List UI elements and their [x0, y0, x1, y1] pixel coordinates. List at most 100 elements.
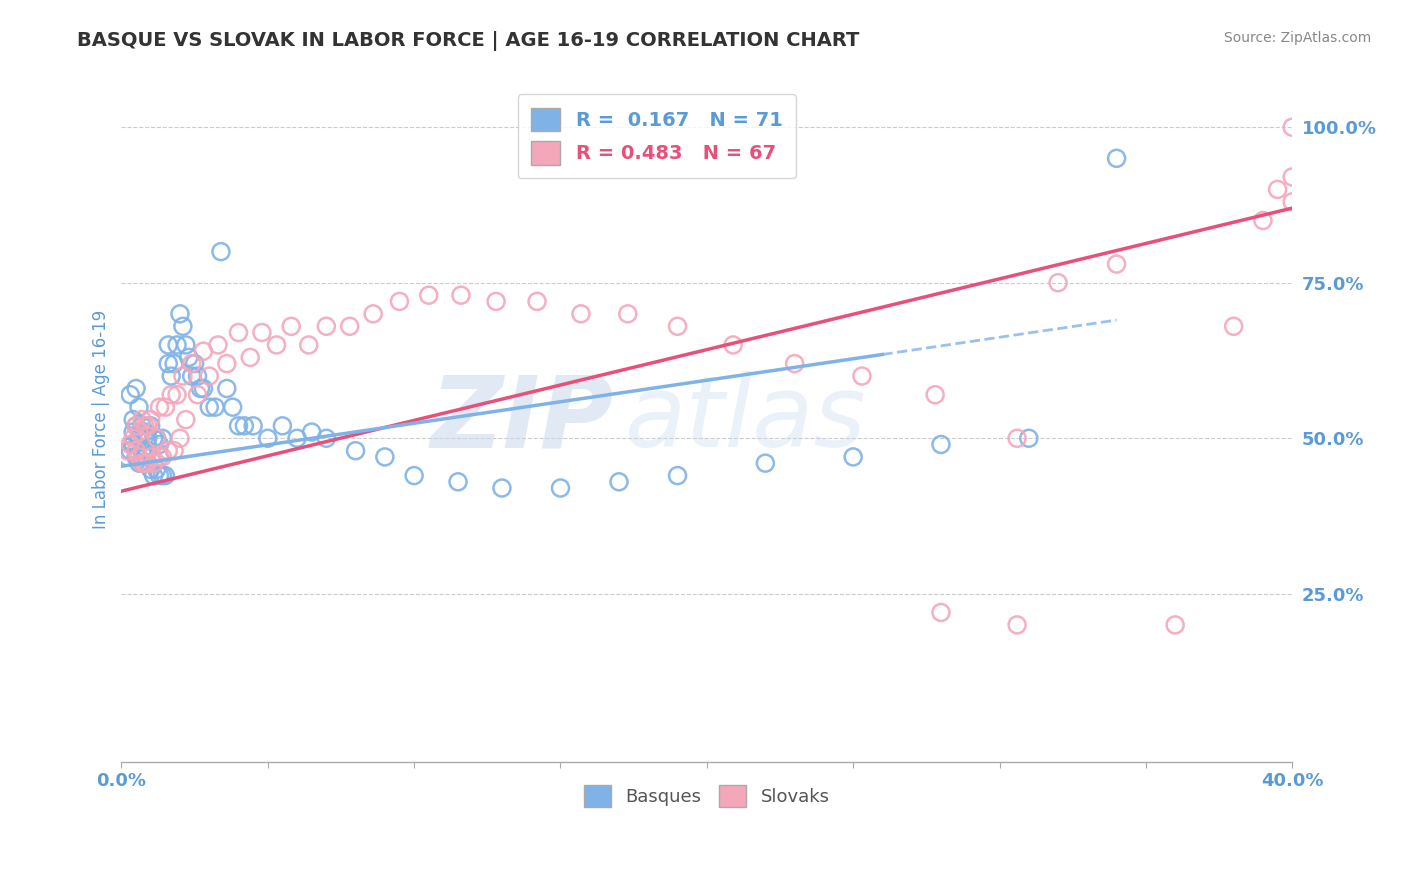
Point [139, 450, 162, 464]
Point [148, 400, 170, 414]
Point [228, 418, 250, 433]
Point [842, 450, 865, 464]
Point [450, 288, 472, 302]
Point [117, 443, 139, 458]
Point [128, 425, 150, 439]
Point [183, 357, 205, 371]
Point [1047, 276, 1070, 290]
Point [152, 450, 174, 464]
Point [929, 437, 952, 451]
Point [152, 468, 174, 483]
Point [136, 456, 159, 470]
Point [1105, 257, 1128, 271]
Point [136, 443, 159, 458]
Point [721, 338, 744, 352]
Point [204, 400, 226, 414]
Point [388, 294, 411, 309]
Point [142, 431, 165, 445]
Point [131, 456, 153, 470]
Point [174, 338, 197, 352]
Point [145, 431, 167, 445]
Point [131, 443, 153, 458]
Point [198, 400, 221, 414]
Point [851, 369, 873, 384]
Point [131, 418, 153, 433]
Point [122, 437, 145, 451]
Point [174, 412, 197, 426]
Point [128, 456, 150, 470]
Point [924, 388, 946, 402]
Point [344, 443, 367, 458]
Point [122, 431, 145, 445]
Point [117, 450, 139, 464]
Text: ZIP: ZIP [430, 371, 613, 468]
Point [134, 450, 156, 464]
Point [148, 437, 170, 451]
Point [339, 319, 361, 334]
Point [122, 412, 145, 426]
Point [180, 357, 202, 371]
Point [169, 307, 191, 321]
Point [157, 357, 180, 371]
Point [136, 431, 159, 445]
Text: Source: ZipAtlas.com: Source: ZipAtlas.com [1223, 31, 1371, 45]
Point [1105, 151, 1128, 165]
Y-axis label: In Labor Force | Age 16-19: In Labor Force | Age 16-19 [93, 310, 110, 529]
Point [233, 418, 256, 433]
Point [134, 418, 156, 433]
Point [157, 443, 180, 458]
Point [198, 369, 221, 384]
Point [142, 456, 165, 470]
Point [207, 338, 229, 352]
Point [301, 425, 323, 439]
Point [1281, 169, 1303, 184]
Point [228, 326, 250, 340]
Point [139, 418, 162, 433]
Point [783, 357, 806, 371]
Point [266, 338, 288, 352]
Point [1281, 120, 1303, 135]
Point [526, 294, 548, 309]
Point [152, 431, 174, 445]
Point [666, 468, 689, 483]
Point [280, 319, 302, 334]
Point [157, 338, 180, 352]
Point [190, 382, 212, 396]
Point [209, 244, 232, 259]
Point [160, 388, 183, 402]
Point [136, 418, 159, 433]
Point [929, 606, 952, 620]
Point [374, 450, 396, 464]
Text: BASQUE VS SLOVAK IN LABOR FORCE | AGE 16-19 CORRELATION CHART: BASQUE VS SLOVAK IN LABOR FORCE | AGE 16… [77, 31, 859, 51]
Point [285, 431, 308, 445]
Point [250, 326, 273, 340]
Point [145, 431, 167, 445]
Point [361, 307, 384, 321]
Point [569, 307, 592, 321]
Point [180, 369, 202, 384]
Point [1267, 182, 1289, 196]
Point [155, 400, 177, 414]
Point [754, 456, 776, 470]
Point [148, 468, 170, 483]
Point [418, 288, 440, 302]
Point [193, 382, 215, 396]
Point [221, 400, 243, 414]
Point [163, 357, 186, 371]
Point [166, 338, 188, 352]
Point [1281, 194, 1303, 209]
Point [172, 319, 194, 334]
Point [148, 450, 170, 464]
Point [298, 338, 321, 352]
Point [131, 412, 153, 426]
Point [139, 412, 162, 426]
Point [271, 418, 294, 433]
Point [1005, 618, 1028, 632]
Point [550, 481, 572, 495]
Point [1251, 213, 1274, 227]
Point [315, 319, 337, 334]
Point [122, 425, 145, 439]
Point [128, 450, 150, 464]
Point [491, 481, 513, 495]
Point [617, 307, 640, 321]
